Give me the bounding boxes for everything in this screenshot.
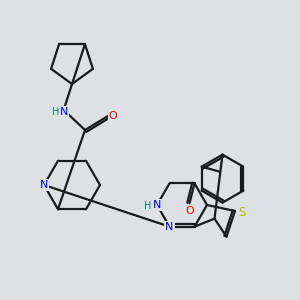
Text: O: O (185, 206, 194, 216)
Text: S: S (238, 206, 246, 220)
Text: O: O (109, 111, 117, 121)
Text: N: N (60, 107, 68, 117)
Text: H: H (144, 201, 152, 211)
Text: N: N (153, 200, 161, 210)
Text: N: N (165, 222, 174, 232)
Text: N: N (40, 180, 48, 190)
Text: H: H (52, 107, 60, 117)
